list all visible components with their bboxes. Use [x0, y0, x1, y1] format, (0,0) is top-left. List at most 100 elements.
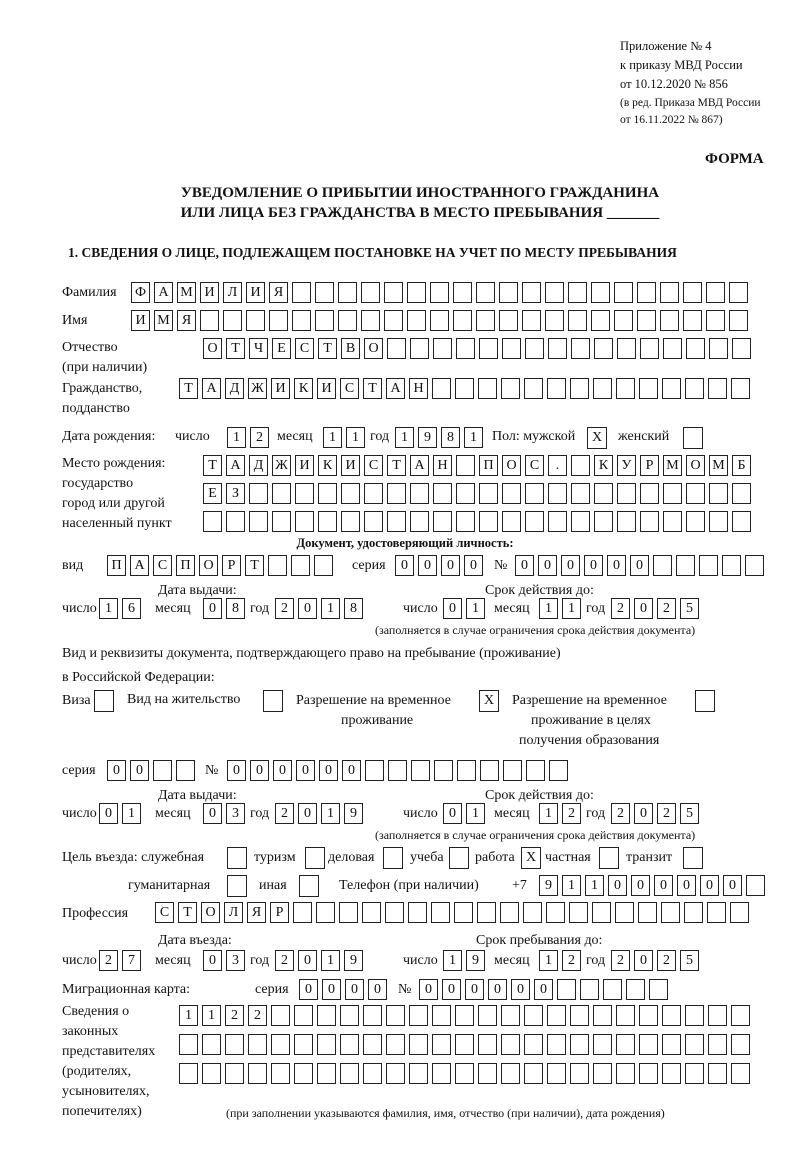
char-cell[interactable]: 2	[275, 950, 294, 971]
char-cell[interactable]: А	[130, 555, 149, 576]
char-cell[interactable]: 1	[539, 950, 558, 971]
char-cell[interactable]	[546, 902, 565, 923]
char-cell[interactable]: Ч	[249, 338, 268, 359]
char-cell[interactable]: 3	[226, 803, 245, 824]
char-cell[interactable]: 0	[299, 979, 318, 1000]
sex-female-checkbox[interactable]	[683, 427, 703, 449]
char-cell[interactable]	[683, 310, 702, 331]
char-cell[interactable]	[479, 483, 498, 504]
char-cell[interactable]: 0	[443, 803, 462, 824]
char-cell[interactable]	[685, 1034, 704, 1055]
char-cell[interactable]	[660, 282, 679, 303]
char-cell[interactable]	[340, 1063, 359, 1084]
char-cell[interactable]: 8	[441, 427, 460, 448]
char-cell[interactable]	[708, 1005, 727, 1026]
char-cell[interactable]	[660, 310, 679, 331]
char-cell[interactable]	[663, 511, 682, 532]
purpose-tourism-checkbox[interactable]	[305, 847, 325, 869]
char-cell[interactable]	[593, 378, 612, 399]
char-cell[interactable]	[272, 511, 291, 532]
char-cell[interactable]	[407, 310, 426, 331]
char-cell[interactable]	[685, 378, 704, 399]
char-cell[interactable]	[639, 1063, 658, 1084]
char-cell[interactable]: М	[709, 455, 728, 476]
char-cell[interactable]	[568, 282, 587, 303]
char-cell[interactable]	[500, 902, 519, 923]
char-cell[interactable]: 2	[250, 427, 269, 448]
char-cell[interactable]	[547, 1034, 566, 1055]
char-cell[interactable]	[454, 902, 473, 923]
char-cell[interactable]: 1	[464, 427, 483, 448]
char-cell[interactable]: Р	[270, 902, 289, 923]
purpose-other-checkbox[interactable]	[299, 875, 319, 897]
char-cell[interactable]	[248, 1063, 267, 1084]
char-cell[interactable]	[269, 310, 288, 331]
char-cell[interactable]: О	[364, 338, 383, 359]
char-cell[interactable]: С	[364, 455, 383, 476]
char-cell[interactable]: 0	[534, 979, 553, 1000]
char-cell[interactable]	[433, 338, 452, 359]
char-cell[interactable]: Т	[226, 338, 245, 359]
char-cell[interactable]	[225, 1034, 244, 1055]
char-cell[interactable]	[455, 1034, 474, 1055]
char-cell[interactable]	[410, 511, 429, 532]
char-cell[interactable]	[592, 902, 611, 923]
purpose-service-checkbox[interactable]	[227, 847, 247, 869]
birthplace-field-3[interactable]	[203, 511, 751, 532]
char-cell[interactable]	[225, 1063, 244, 1084]
char-cell[interactable]: 0	[634, 950, 653, 971]
char-cell[interactable]	[294, 1034, 313, 1055]
char-cell[interactable]	[616, 378, 635, 399]
char-cell[interactable]: 0	[203, 598, 222, 619]
char-cell[interactable]: Т	[203, 455, 222, 476]
char-cell[interactable]	[338, 282, 357, 303]
char-cell[interactable]: 1	[99, 598, 118, 619]
char-cell[interactable]	[524, 1063, 543, 1084]
char-cell[interactable]	[686, 511, 705, 532]
char-cell[interactable]: 9	[418, 427, 437, 448]
char-cell[interactable]	[363, 1034, 382, 1055]
char-cell[interactable]	[249, 483, 268, 504]
char-cell[interactable]	[386, 1034, 405, 1055]
purpose-study-checkbox[interactable]	[449, 847, 469, 869]
char-cell[interactable]	[340, 1034, 359, 1055]
char-cell[interactable]: 1	[443, 950, 462, 971]
char-cell[interactable]: К	[294, 378, 313, 399]
char-cell[interactable]: 2	[657, 803, 676, 824]
reps-field-2[interactable]	[179, 1034, 750, 1055]
char-cell[interactable]: 0	[442, 979, 461, 1000]
char-cell[interactable]	[271, 1005, 290, 1026]
char-cell[interactable]	[706, 282, 725, 303]
char-cell[interactable]: П	[479, 455, 498, 476]
char-cell[interactable]	[731, 1034, 750, 1055]
char-cell[interactable]: О	[201, 902, 220, 923]
char-cell[interactable]	[293, 902, 312, 923]
char-cell[interactable]	[478, 1034, 497, 1055]
char-cell[interactable]: 0	[634, 598, 653, 619]
char-cell[interactable]	[410, 483, 429, 504]
char-cell[interactable]	[318, 483, 337, 504]
char-cell[interactable]	[661, 902, 680, 923]
char-cell[interactable]: 0	[607, 555, 626, 576]
char-cell[interactable]	[314, 555, 333, 576]
char-cell[interactable]	[453, 282, 472, 303]
char-cell[interactable]	[430, 310, 449, 331]
char-cell[interactable]: 1	[321, 598, 340, 619]
char-cell[interactable]	[457, 760, 476, 781]
char-cell[interactable]	[271, 1034, 290, 1055]
char-cell[interactable]	[524, 1005, 543, 1026]
char-cell[interactable]: П	[107, 555, 126, 576]
char-cell[interactable]	[525, 338, 544, 359]
char-cell[interactable]: Б	[732, 455, 751, 476]
